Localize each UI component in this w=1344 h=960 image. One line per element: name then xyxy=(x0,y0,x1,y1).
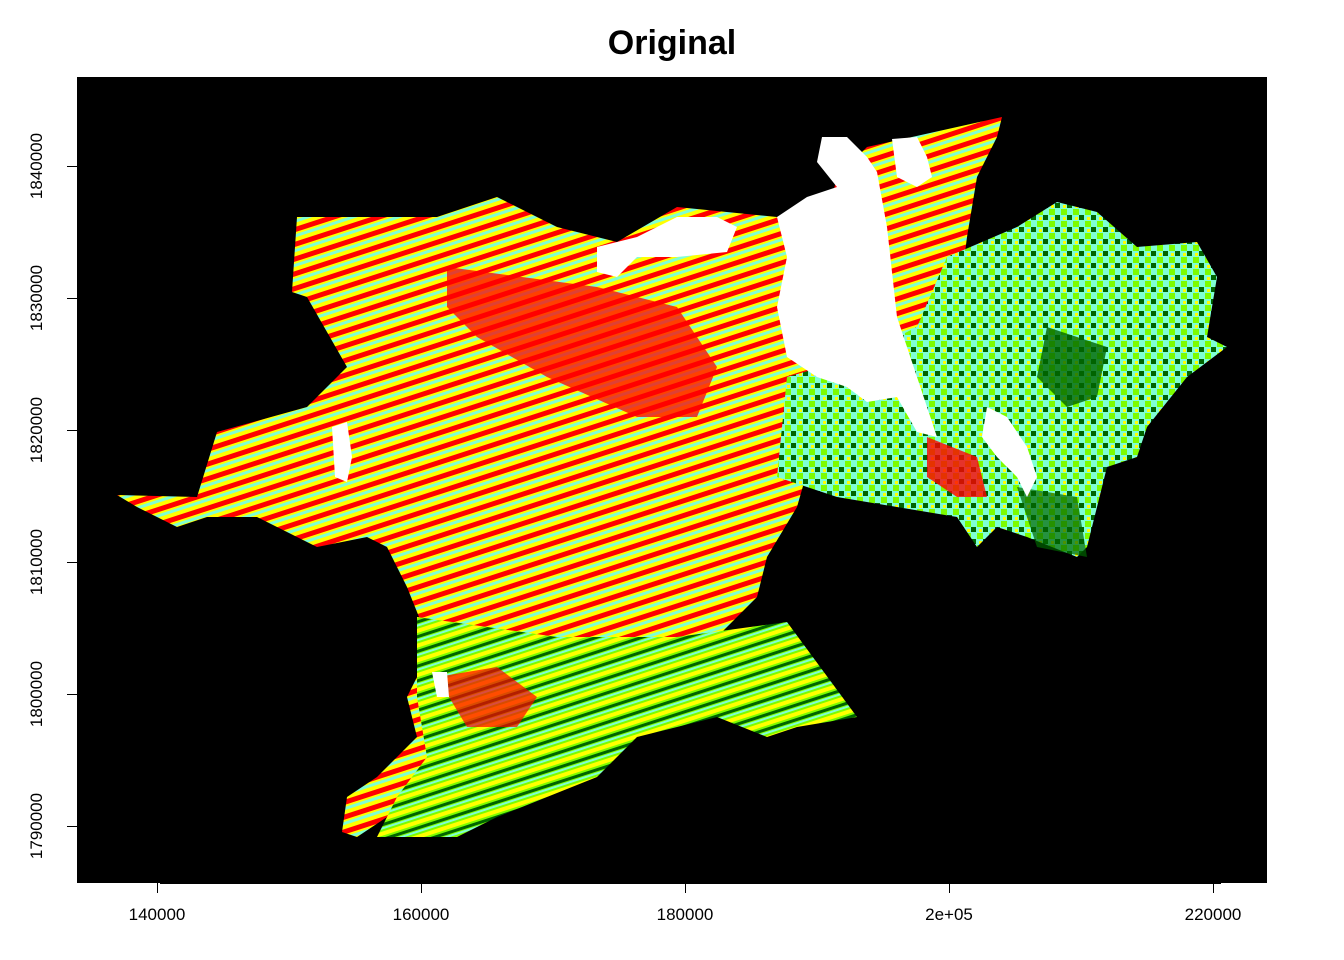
y-axis-line xyxy=(77,166,78,826)
x-axis-line xyxy=(160,883,1221,884)
darkgreen-patches-east xyxy=(1037,327,1107,407)
study-area-east xyxy=(777,202,1227,557)
x-tick xyxy=(1213,883,1214,893)
x-tick-label: 160000 xyxy=(392,905,450,924)
x-tick-label: 220000 xyxy=(1184,905,1242,924)
map-title: Original xyxy=(607,24,737,62)
water-body-east xyxy=(982,407,1037,497)
x-tick xyxy=(949,883,950,893)
x-tick xyxy=(685,883,686,893)
y-tick xyxy=(67,694,77,695)
y-tick xyxy=(67,166,77,167)
x-tick-label: 180000 xyxy=(656,905,714,924)
x-tick-label: 2e+05 xyxy=(925,905,973,924)
darkgreen-patches-se xyxy=(1017,487,1087,557)
water-body-west xyxy=(332,422,352,482)
y-tick xyxy=(67,562,77,563)
y-tick-label: 1820000 xyxy=(27,396,46,464)
y-tick xyxy=(67,826,77,827)
y-tick-label: 1800000 xyxy=(27,660,46,728)
x-tick xyxy=(421,883,422,893)
y-tick-label: 1810000 xyxy=(27,528,46,596)
raster-map xyxy=(117,117,1227,837)
y-tick-label: 1790000 xyxy=(27,792,46,860)
water-body-south xyxy=(432,672,449,697)
raster-plot-area xyxy=(77,77,1267,883)
red-cluster-central xyxy=(447,267,717,417)
red-cluster-south xyxy=(437,667,537,727)
red-cluster-east xyxy=(927,437,987,497)
y-tick-label: 1830000 xyxy=(27,264,46,332)
y-tick-label: 1840000 xyxy=(27,132,46,200)
study-area-south xyxy=(377,617,857,837)
water-body-large xyxy=(777,137,937,437)
x-tick xyxy=(157,883,158,893)
water-body-northeast xyxy=(892,137,932,187)
y-tick xyxy=(67,430,77,431)
y-tick xyxy=(67,298,77,299)
water-body-north xyxy=(597,217,737,277)
x-tick-label: 140000 xyxy=(128,905,186,924)
